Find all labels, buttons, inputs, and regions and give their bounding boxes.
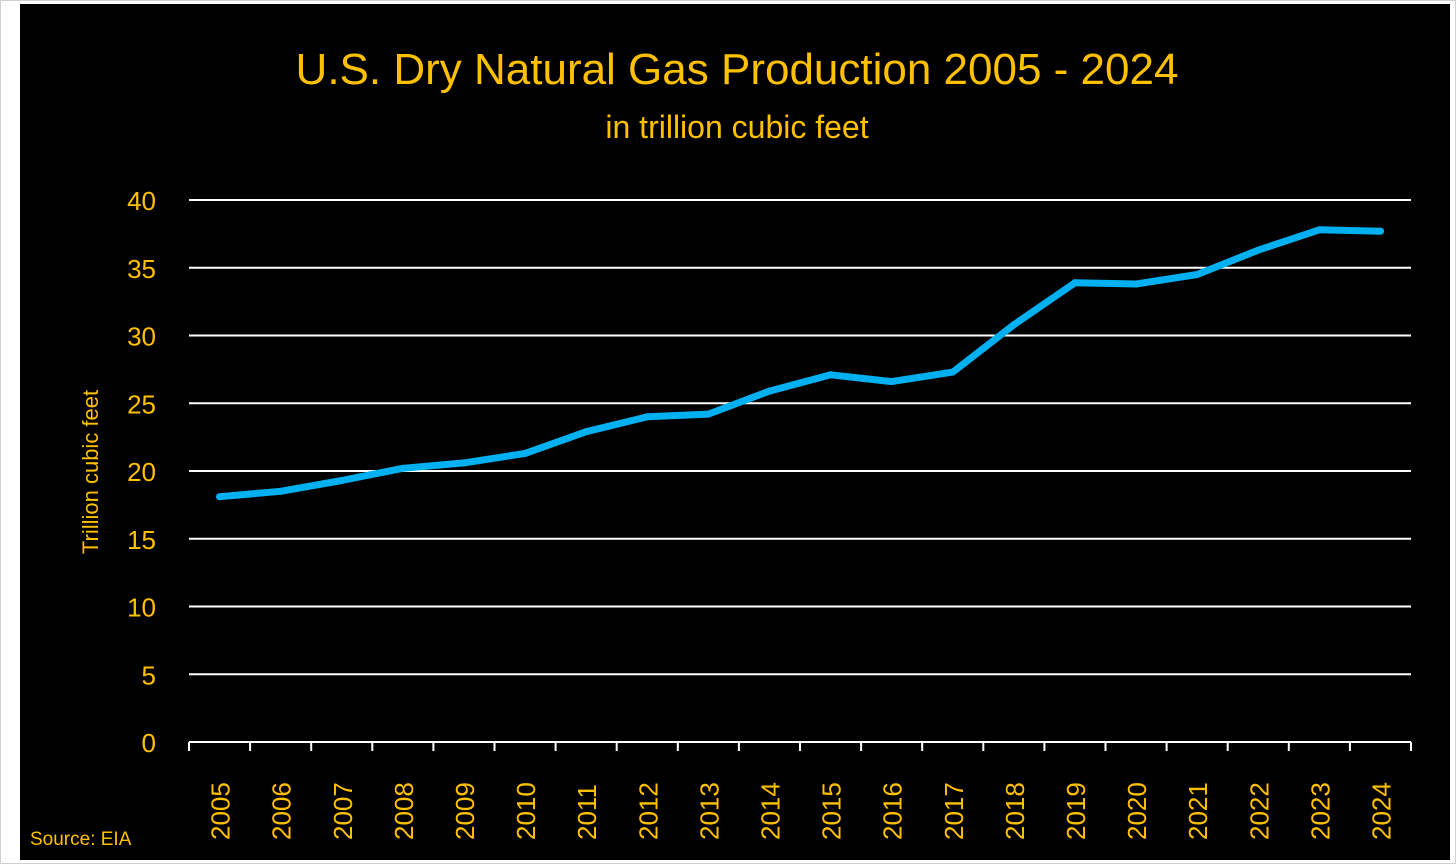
data-point <box>216 493 224 501</box>
x-tick-label: 2023 <box>1305 782 1335 840</box>
data-point <box>827 371 835 379</box>
x-tick-label: 2006 <box>267 782 297 840</box>
data-point <box>521 449 529 457</box>
gridlines <box>189 199 1411 676</box>
data-point <box>1132 280 1140 288</box>
x-tick-label: 2008 <box>389 782 419 840</box>
data-point <box>460 459 468 467</box>
source-note: Source: EIA <box>30 829 132 850</box>
y-tick-label: 40 <box>127 186 156 216</box>
y-axis-label: Trillion cubic feet <box>78 390 103 554</box>
y-tick-label: 15 <box>127 525 156 555</box>
data-point <box>765 387 773 395</box>
data-point <box>949 368 957 376</box>
x-axis <box>188 741 1412 751</box>
x-tick-label: 2014 <box>755 782 785 840</box>
data-point <box>643 413 651 421</box>
x-tick-label: 2021 <box>1183 782 1213 840</box>
data-point <box>582 428 590 436</box>
x-tick-label: 2012 <box>633 782 663 840</box>
y-tick-label: 10 <box>127 593 156 623</box>
x-tick-label: 2016 <box>878 782 908 840</box>
chart-subtitle: in trillion cubic feet <box>605 109 868 145</box>
y-tick-label: 35 <box>127 254 156 284</box>
x-tick-label: 2018 <box>1000 782 1030 840</box>
y-tick-label: 5 <box>142 660 156 690</box>
x-tick-label: 2015 <box>817 782 847 840</box>
data-point <box>1315 226 1323 234</box>
y-tick-label: 25 <box>127 389 156 419</box>
x-tick-label: 2010 <box>511 782 541 840</box>
y-tick-labels: 0 5 10 15 20 25 30 35 40 <box>127 186 156 758</box>
data-point <box>399 464 407 472</box>
x-tick-label: 2022 <box>1244 782 1274 840</box>
data-point <box>1254 246 1262 254</box>
y-tick-label: 30 <box>127 322 156 352</box>
x-tick-label: 2020 <box>1122 782 1152 840</box>
x-tick-label: 2009 <box>450 782 480 840</box>
data-point <box>1193 271 1201 279</box>
data-point <box>888 378 896 386</box>
data-point <box>338 476 346 484</box>
x-tick-label: 2013 <box>694 782 724 840</box>
chart-panel: U.S. Dry Natural Gas Production 2005 - 2… <box>20 4 1450 860</box>
x-tick-label: 2024 <box>1366 782 1396 840</box>
data-point <box>1376 227 1384 235</box>
y-tick-label: 20 <box>127 457 156 487</box>
x-tick-label: 2017 <box>939 782 969 840</box>
x-tick-label: 2007 <box>328 782 358 840</box>
series-line <box>216 226 1384 501</box>
x-tick-labels: 2005 2006 2007 2008 2009 2010 2011 2012 2013 2014… <box>206 782 1397 840</box>
data-point <box>277 487 285 495</box>
y-tick-label: 0 <box>142 728 156 758</box>
data-point <box>704 410 712 418</box>
data-point <box>1071 279 1079 287</box>
x-tick-label: 2005 <box>206 782 236 840</box>
x-tick-label: 2019 <box>1061 782 1091 840</box>
chart-title: U.S. Dry Natural Gas Production 2005 - 2… <box>296 45 1179 94</box>
line-chart: U.S. Dry Natural Gas Production 2005 - 2… <box>30 45 1412 850</box>
series-layer <box>216 226 1384 501</box>
data-point <box>1010 321 1018 329</box>
x-tick-label: 2011 <box>572 784 602 840</box>
